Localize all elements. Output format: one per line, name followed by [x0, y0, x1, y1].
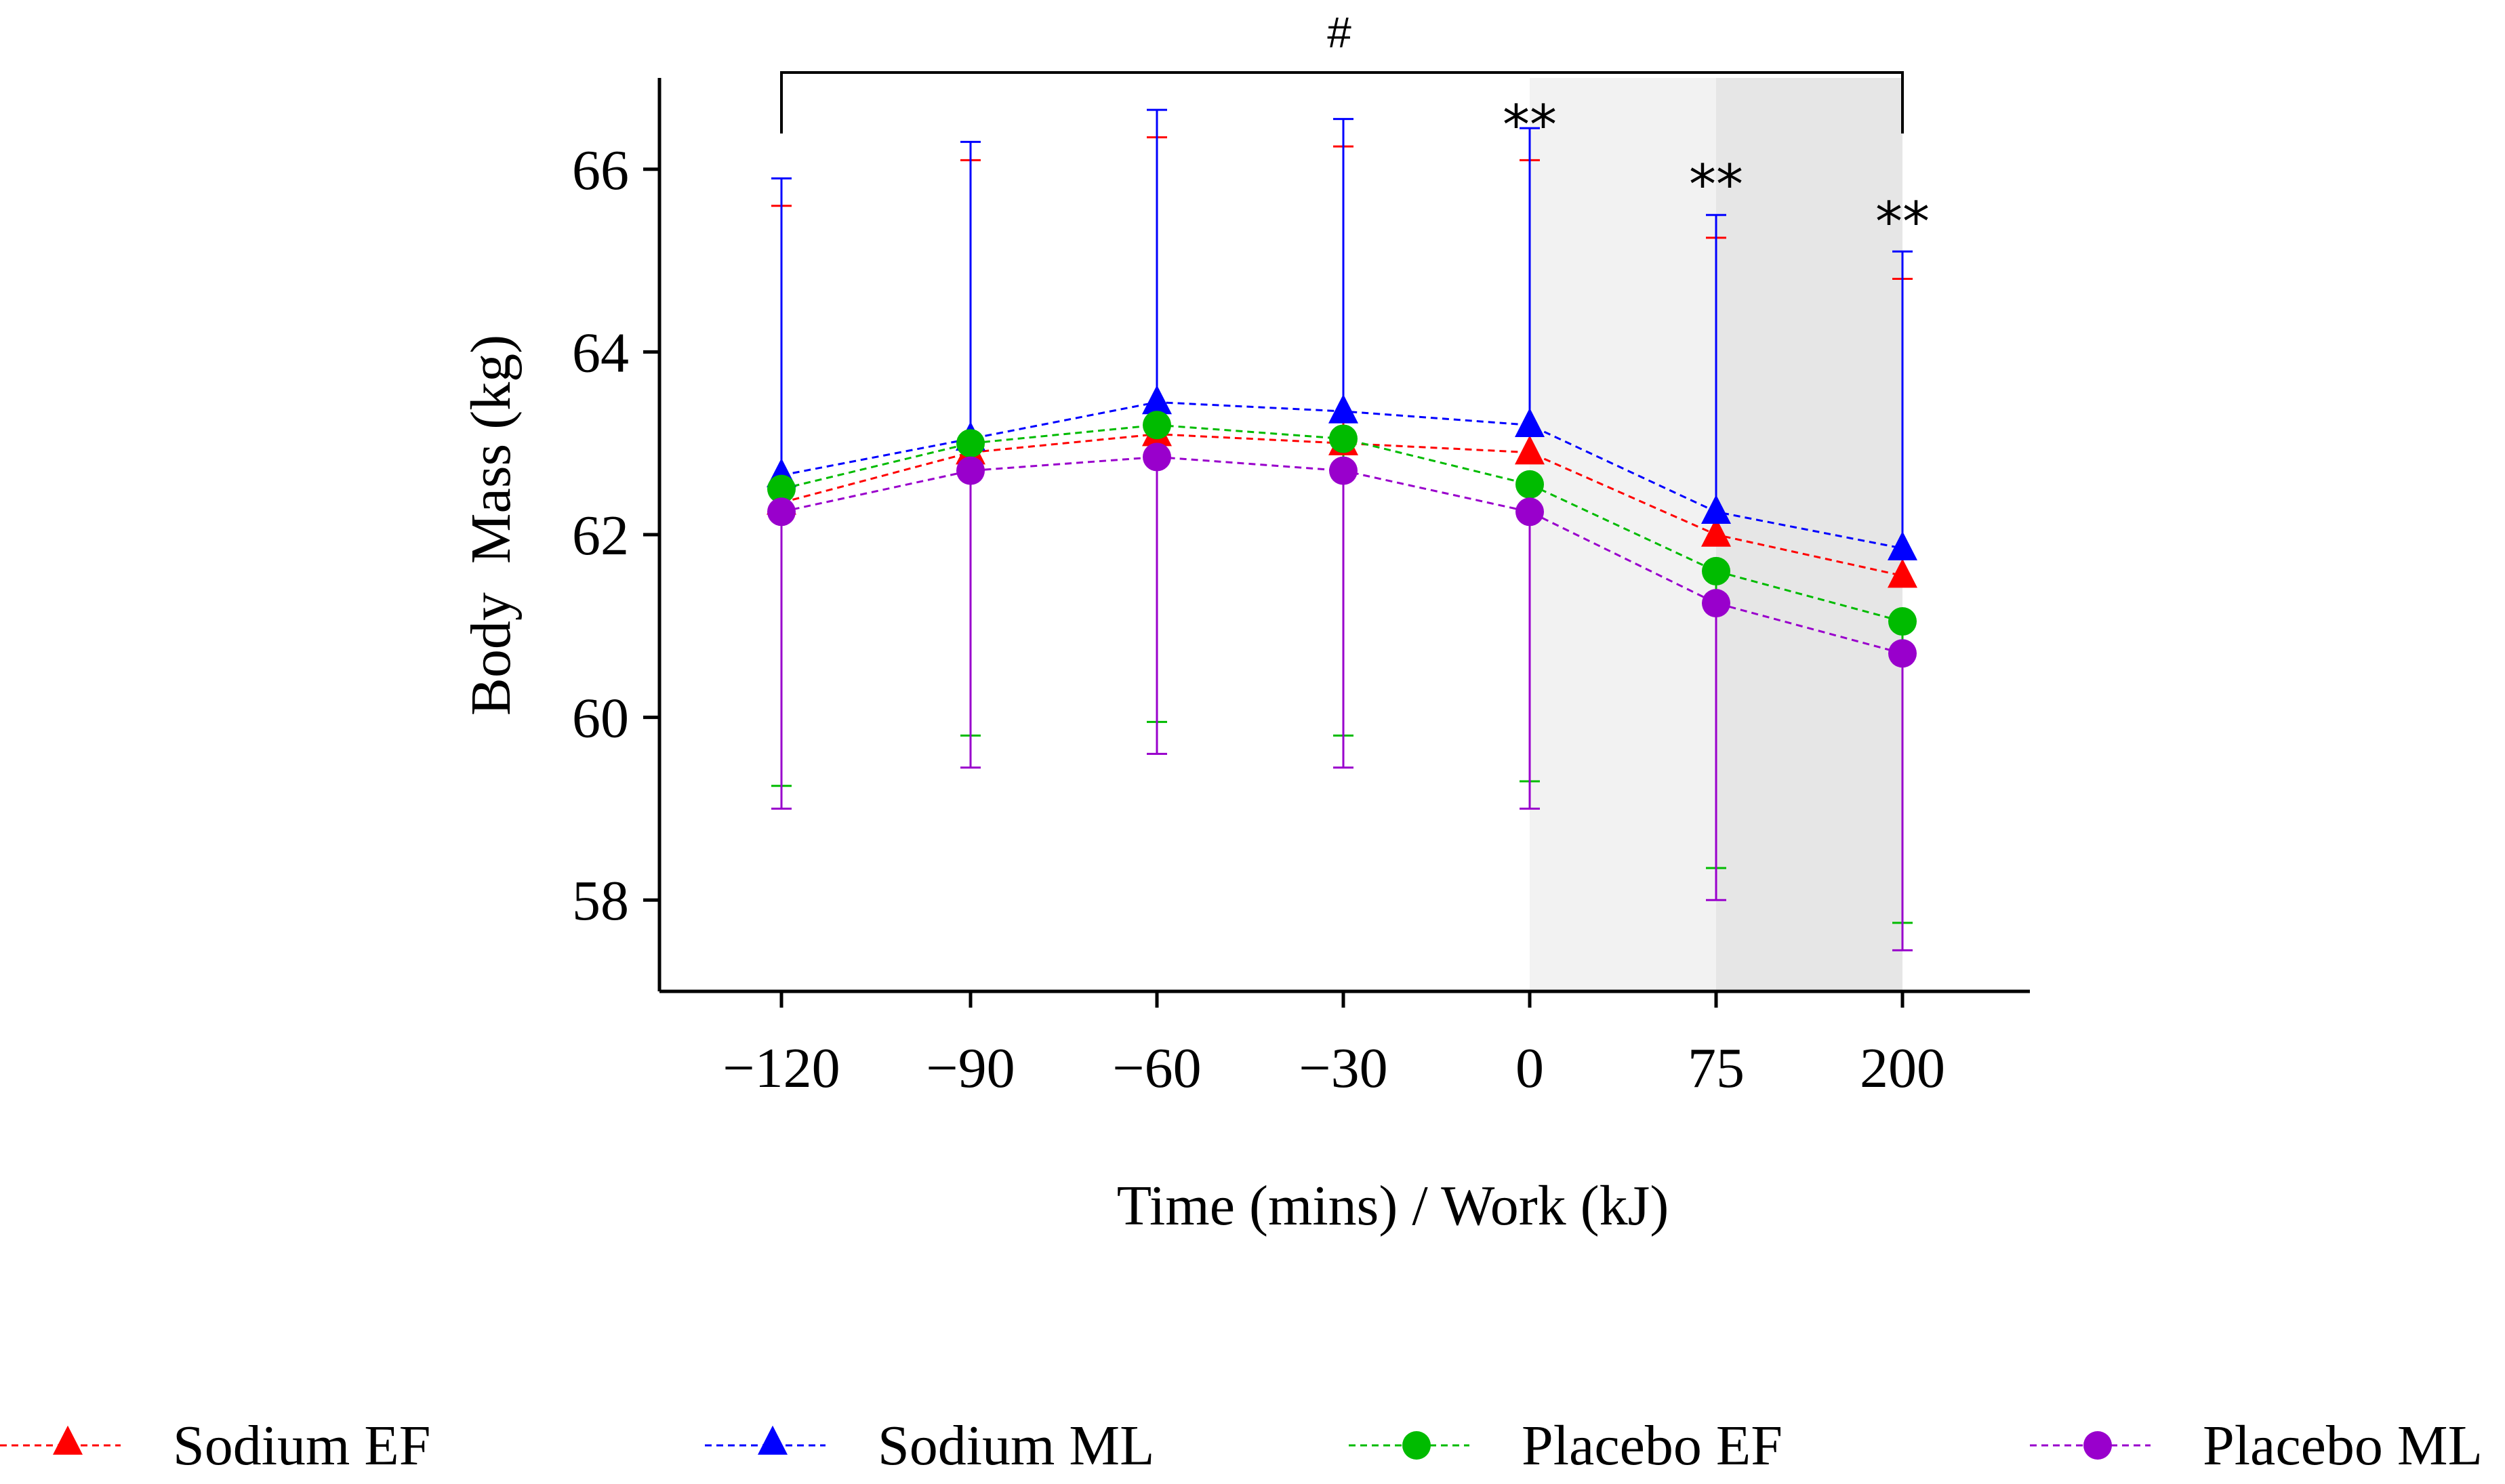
shaded-regions — [1530, 78, 1902, 991]
y-tick-label: 66 — [572, 139, 629, 202]
point-placebo-ml — [1143, 442, 1171, 472]
significance-annotations: # ** ** ** — [780, 8, 1930, 253]
point-sodium-ef — [1701, 517, 1731, 547]
significance-bracket — [780, 71, 1904, 133]
point-sodium-ml — [1515, 407, 1545, 437]
point-placebo-ml — [956, 456, 985, 485]
x-axis-title: Time (mins) / Work (kJ) — [1117, 1174, 1669, 1237]
y-tick-label: 58 — [572, 869, 629, 932]
shaded-region-dark — [1716, 78, 1902, 991]
point-placebo-ef — [767, 474, 796, 503]
legend-item-sodium-ml: Sodium ML — [705, 1414, 1154, 1477]
significance-star-label: ** — [1875, 190, 1930, 253]
point-sodium-ml — [1888, 531, 1917, 560]
legend-item-placebo-ef: Placebo EF — [1349, 1414, 1783, 1477]
point-placebo-ml — [1888, 639, 1917, 668]
point-placebo-ml — [1329, 456, 1358, 485]
legend-item-placebo-ml: Placebo ML — [2030, 1414, 2483, 1477]
legend-label-sodium-ml: Sodium ML — [878, 1414, 1154, 1477]
legend-marker-placebo-ef — [1402, 1431, 1431, 1460]
x-tick-label: 0 — [1515, 1037, 1544, 1100]
point-placebo-ef — [956, 429, 985, 458]
point-placebo-ml — [767, 497, 796, 527]
point-placebo-ef — [1888, 607, 1917, 636]
x-tick-label: 200 — [1860, 1037, 1945, 1100]
significance-star-label: ** — [1503, 94, 1557, 157]
point-sodium-ml — [1328, 394, 1358, 424]
point-placebo-ef — [1143, 411, 1171, 440]
legend-marker-placebo-ml — [2083, 1431, 2112, 1460]
x-tick-label: −60 — [1112, 1037, 1201, 1100]
y-axis-title: Body Mass (kg) — [460, 335, 523, 716]
point-placebo-ef — [1515, 470, 1544, 499]
axes: 58 60 62 64 66 −120 −90 −60 −30 0 75 200 — [572, 78, 2030, 1100]
significance-hash-label: # — [1327, 8, 1351, 57]
point-sodium-ef — [1515, 435, 1545, 465]
point-sodium-ml — [1701, 495, 1731, 524]
legend-marker-sodium-ef — [53, 1425, 83, 1455]
point-sodium-ef — [1888, 558, 1917, 588]
legend-item-sodium-ef: Sodium EF — [0, 1414, 430, 1477]
x-tick-label: −90 — [926, 1037, 1015, 1100]
error-bars — [771, 108, 1913, 951]
legend-marker-sodium-ml — [758, 1425, 788, 1455]
significance-star-label: ** — [1689, 153, 1743, 216]
point-placebo-ml — [1702, 589, 1730, 618]
y-tick-label: 64 — [572, 321, 629, 384]
y-tick-label: 62 — [572, 504, 629, 567]
point-sodium-ml — [1142, 385, 1172, 415]
legend-label-placebo-ml: Placebo ML — [2203, 1414, 2483, 1477]
x-tick-label: −30 — [1299, 1037, 1387, 1100]
x-tick-label: 75 — [1688, 1037, 1745, 1100]
y-tick-label: 60 — [572, 687, 629, 750]
point-placebo-ef — [1702, 556, 1730, 585]
legend-label-sodium-ef: Sodium EF — [173, 1414, 430, 1477]
series-markers — [767, 385, 1917, 668]
x-tick-label: −120 — [722, 1037, 840, 1100]
point-placebo-ml — [1515, 497, 1544, 527]
legend-label-placebo-ef: Placebo EF — [1522, 1414, 1783, 1477]
shaded-region-light — [1530, 78, 1716, 991]
legend: Sodium EF Sodium ML Placebo EF Placebo ML — [0, 1414, 2483, 1477]
point-placebo-ef — [1329, 424, 1358, 453]
